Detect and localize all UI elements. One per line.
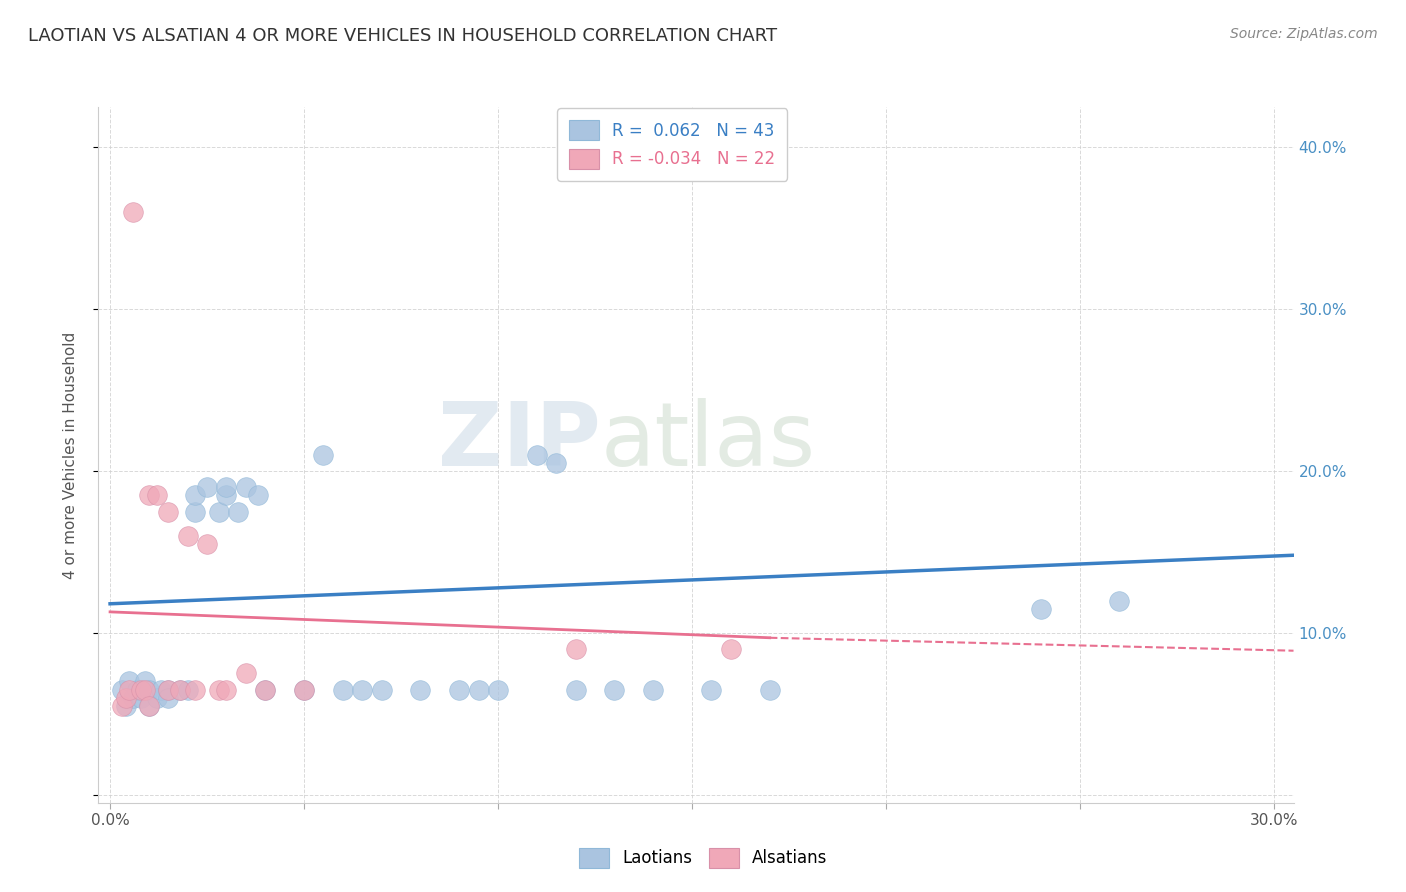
Point [195,537,218,551]
Point [352,682,374,697]
Point [564,682,586,697]
Point [254,682,277,697]
Point [138,682,160,697]
Point [254,682,277,697]
Point [111,682,134,697]
Point [246,488,269,502]
Text: atlas: atlas [600,398,815,484]
Point [643,682,665,697]
Point [208,504,231,518]
Point [449,682,471,697]
Point [215,488,238,502]
Point [312,448,335,462]
Point [169,682,191,697]
Point [157,504,180,518]
Point [603,682,626,697]
Point [1108,593,1130,607]
Point [138,488,160,502]
Point [157,682,180,697]
Point [122,690,145,705]
Point [467,682,489,697]
Point [114,698,136,713]
Point [370,682,392,697]
Point [176,529,198,543]
Point [184,488,207,502]
Point [332,682,354,697]
Point [184,504,207,518]
Point [208,682,231,697]
Point [546,456,568,470]
Text: LAOTIAN VS ALSATIAN 4 OR MORE VEHICLES IN HOUSEHOLD CORRELATION CHART: LAOTIAN VS ALSATIAN 4 OR MORE VEHICLES I… [28,27,778,45]
Point [138,698,160,713]
Point [758,682,780,697]
Point [138,698,160,713]
Point [129,682,152,697]
Text: ZIP: ZIP [437,398,600,484]
Point [118,682,141,697]
Point [134,674,156,689]
Point [114,690,136,705]
Point [700,682,723,697]
Legend: Laotians, Alsatians: Laotians, Alsatians [572,841,834,875]
Point [149,682,172,697]
Point [111,698,134,713]
Point [176,682,198,697]
Text: Source: ZipAtlas.com: Source: ZipAtlas.com [1230,27,1378,41]
Point [526,448,548,462]
Point [127,682,149,697]
Point [184,682,207,697]
Point [1031,601,1053,615]
Point [292,682,315,697]
Point [292,682,315,697]
Point [145,488,167,502]
Y-axis label: 4 or more Vehicles in Household: 4 or more Vehicles in Household [63,331,77,579]
Point [235,666,257,681]
Point [169,682,191,697]
Point [195,480,218,494]
Point [157,690,180,705]
Point [134,682,156,697]
Point [129,690,152,705]
Point [720,642,742,657]
Point [145,690,167,705]
Point [157,682,180,697]
Point [122,205,145,219]
Point [118,674,141,689]
Point [215,480,238,494]
Point [226,504,249,518]
Point [235,480,257,494]
Point [486,682,509,697]
Point [215,682,238,697]
Point [409,682,432,697]
Point [564,642,586,657]
Legend: R =  0.062   N = 43, R = -0.034   N = 22: R = 0.062 N = 43, R = -0.034 N = 22 [557,109,787,181]
